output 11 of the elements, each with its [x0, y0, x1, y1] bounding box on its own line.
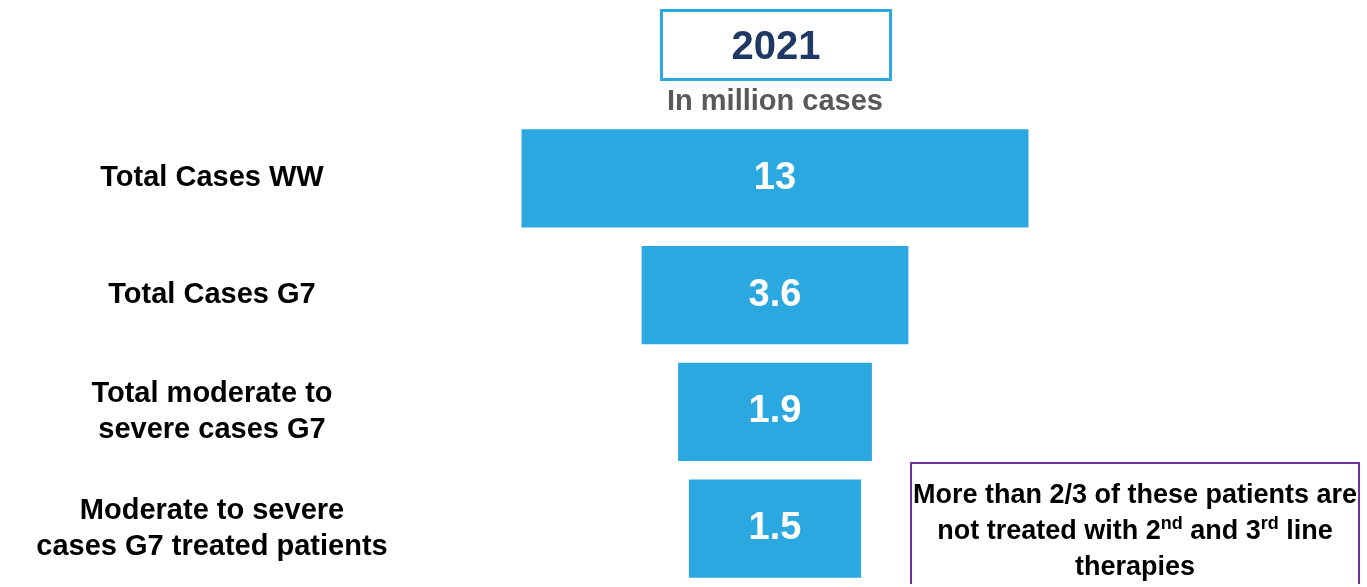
category-label: Total moderate to severe cases G7	[91, 375, 333, 444]
data-label: 3.6	[748, 271, 802, 314]
data-label: 1.5	[748, 505, 802, 548]
data-label: 1.9	[748, 388, 802, 431]
text: 2021	[660, 9, 892, 81]
data-label: 13	[753, 154, 797, 197]
category-label: Total Cases G7	[108, 277, 316, 310]
text: In million cases	[666, 84, 884, 117]
category-label: Moderate to severe cases G7 treated patients	[36, 492, 388, 561]
category-label: Total Cases WW	[100, 160, 325, 193]
text: More than 2/3 of these patients are not treated with 2$^{nd}$ and 3$^{rd}$ line therapies	[912, 479, 1358, 581]
